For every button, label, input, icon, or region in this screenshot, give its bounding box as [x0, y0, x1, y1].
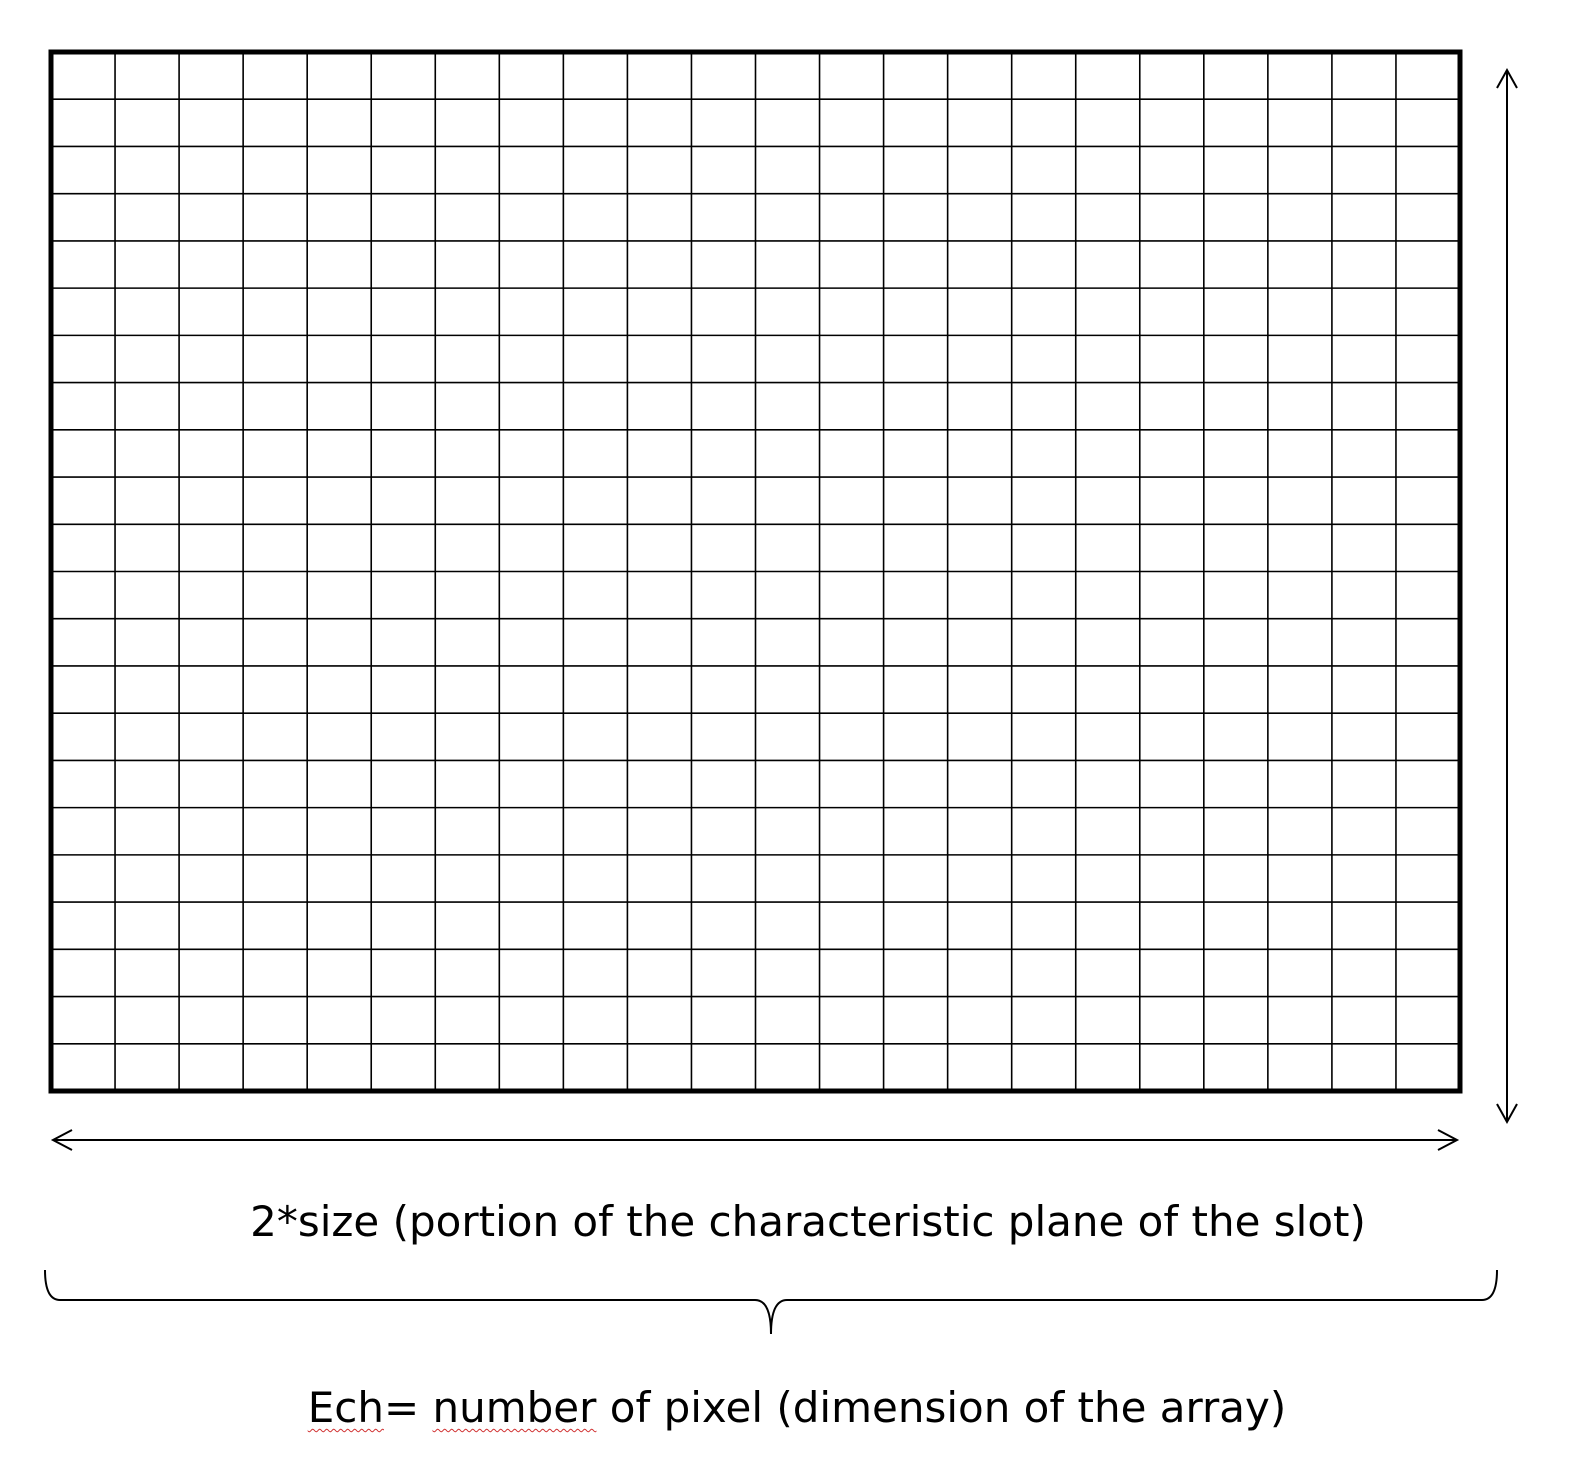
number-term: number: [432, 1383, 597, 1432]
ech-term: Ech: [307, 1383, 384, 1432]
size-dimension-label: 2*size (portion of the characteristic pl…: [250, 1197, 1366, 1246]
vertical-dimension-arrow: [1496, 67, 1518, 1125]
grid-lines: [51, 52, 1460, 1091]
array-dimension-separator: =: [383, 1383, 433, 1432]
grid-outer-border: [48, 49, 1463, 1094]
array-dimension-suffix: of pixel (dimension of the array): [596, 1383, 1287, 1432]
array-dimension-label: Ech= number of pixel (dimension of the a…: [0, 1378, 1576, 1438]
array-dimension-brace: [44, 1269, 1498, 1335]
horizontal-dimension-arrow: [50, 1129, 1460, 1151]
